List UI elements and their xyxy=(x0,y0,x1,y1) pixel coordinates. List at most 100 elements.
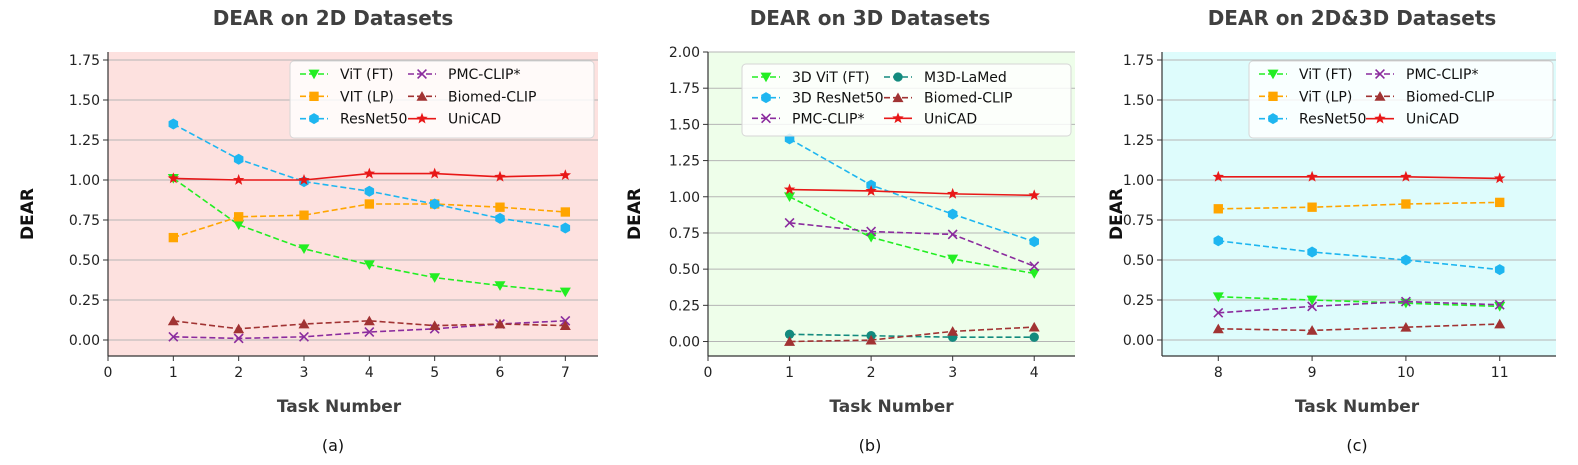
legend-label: Biomed-CLIP xyxy=(1406,89,1494,105)
legend-label: 3D ViT (FT) xyxy=(792,70,870,86)
x-tick-label: 1 xyxy=(785,365,794,381)
data-point-biomed-clip xyxy=(429,320,441,330)
y-axis-label: DEAR xyxy=(625,188,645,240)
data-point-biomed-clip xyxy=(363,315,375,326)
chart-panel-2: 0.00 0.25 0.50 0.75 1.00 1.25 1.50 1.75 2.00 0 1 2 3… xyxy=(625,6,1075,455)
x-tick-label: 2 xyxy=(234,365,243,381)
series-line-biomed-clip xyxy=(1218,323,1500,332)
legend-label: ViT (FT) xyxy=(340,67,393,83)
legend-item-unicad: UniCAD xyxy=(1366,112,1459,128)
y-tick-label: 1.50 xyxy=(69,93,100,109)
data-point-resnet50 xyxy=(495,212,505,224)
series-biomed-clip xyxy=(784,321,1040,346)
legend-marker xyxy=(1268,91,1278,102)
chart-panel-1: 0.00 0.25 0.50 0.75 1.00 1.25 1.50 1.75 0 1 2 3 4 5 6 7… xyxy=(18,6,598,455)
x-tick-label: 1 xyxy=(169,365,178,381)
legend-marker xyxy=(309,113,319,125)
legend-item-pmc-clip: PMC-CLIP* xyxy=(408,67,521,83)
data-point-3d-vit-ft xyxy=(1028,269,1040,279)
data-point-pmc-clip xyxy=(1400,296,1411,307)
x-tick-label: 9 xyxy=(1308,365,1317,381)
data-point-pmc-clip xyxy=(168,331,179,342)
data-point-pmc-clip xyxy=(233,333,244,344)
legend-item-unicad: UniCAD xyxy=(884,111,977,127)
series-3d-vit-ft xyxy=(784,192,1040,279)
legend-item-vit-ft: ViT (FT) xyxy=(1259,67,1352,83)
legend-label: VIT (LP) xyxy=(340,89,394,105)
y-tick-label: 1.75 xyxy=(1123,53,1154,69)
data-point-biomed-clip xyxy=(1400,321,1412,332)
x-tick-label: 7 xyxy=(561,365,570,381)
series-pmc-clip xyxy=(1213,296,1505,318)
y-tick-label: 0.25 xyxy=(69,293,100,309)
data-point-resnet50 xyxy=(1213,235,1224,247)
legend-marker xyxy=(1374,91,1386,101)
data-point-pmc-clip xyxy=(364,327,375,337)
legend-item-vit-ft: ViT (FT) xyxy=(300,67,393,83)
data-point-resnet50 xyxy=(429,198,440,210)
legend: 3D ViT (FT) 3D ResNet50 PMC-CLIP* M3D-LaMed… xyxy=(741,63,1072,137)
data-point-3d-resnet50 xyxy=(1029,236,1039,248)
data-point-pmc-clip xyxy=(299,331,309,342)
series-line-3d-vit-ft xyxy=(789,196,1035,275)
data-point-vit-ft xyxy=(233,220,245,231)
legend-marker xyxy=(416,91,428,101)
data-point-pmc-clip xyxy=(947,229,958,240)
data-point-unicad xyxy=(1212,170,1224,182)
data-point-vit-lp xyxy=(495,202,505,212)
data-point-unicad xyxy=(559,169,572,181)
data-point-resnet50 xyxy=(233,153,244,165)
legend-marker xyxy=(1268,113,1278,125)
series-vit-lp xyxy=(1213,197,1505,214)
data-point-biomed-clip xyxy=(494,318,506,329)
data-point-biomed-clip xyxy=(947,326,959,336)
data-point-unicad xyxy=(1494,172,1506,184)
x-tick-label: 4 xyxy=(365,365,374,381)
legend-marker xyxy=(1375,69,1385,79)
data-point-unicad xyxy=(428,167,441,179)
y-tick-label: 0.75 xyxy=(69,213,100,229)
series-line-resnet50 xyxy=(1218,240,1500,271)
y-tick-label: 1.25 xyxy=(669,154,700,170)
data-point-resnet50 xyxy=(1307,246,1317,258)
data-point-vit-lp xyxy=(1307,202,1317,212)
legend: ViT (FT) VIT (LP) ResNet50 PMC-CLIP* Biomed-… xyxy=(289,60,595,139)
legend-marker xyxy=(892,112,904,124)
data-point-vit-lp xyxy=(1495,197,1505,208)
series-biomed-clip xyxy=(167,315,571,334)
y-tick-label: 1.00 xyxy=(69,173,100,189)
series-line-vit-lp xyxy=(1218,201,1500,210)
legend-item-biomed-clip: Biomed-CLIP xyxy=(884,91,1012,107)
data-point-unicad xyxy=(946,187,959,199)
chart-title: DEAR on 3D Datasets xyxy=(750,6,991,30)
legend-label: PMC-CLIP* xyxy=(792,111,865,127)
panel-caption: (c) xyxy=(1346,436,1367,455)
data-point-vit-ft xyxy=(494,281,506,291)
legend-box xyxy=(741,63,1072,137)
y-tick-label: 2.00 xyxy=(669,45,700,61)
data-point-unicad xyxy=(865,184,877,196)
y-tick-label: 0.75 xyxy=(669,226,700,242)
series-unicad xyxy=(783,183,1040,201)
data-point-biomed-clip xyxy=(233,323,245,334)
y-tick-label: 0.50 xyxy=(69,253,100,269)
data-point-resnet50 xyxy=(560,222,571,234)
data-point-unicad xyxy=(1028,189,1040,201)
x-tick-label: 6 xyxy=(496,365,505,381)
legend-item-biomed-clip: Biomed-CLIP xyxy=(1366,89,1494,105)
legend: ViT (FT) ViT (LP) ResNet50 PMC-CLIP* Biomed-… xyxy=(1248,60,1554,139)
series-resnet50 xyxy=(1213,235,1505,276)
x-tick-label: 10 xyxy=(1397,365,1415,381)
legend-label: ResNet50 xyxy=(340,112,407,128)
x-tick-label: 3 xyxy=(948,365,957,381)
series-line-pmc-clip xyxy=(1218,300,1500,314)
legend-item-vit-lp: VIT (LP) xyxy=(300,89,394,105)
series-line-biomed-clip xyxy=(789,326,1035,343)
y-tick-label: 1.25 xyxy=(1123,133,1154,149)
legend-marker xyxy=(417,69,427,79)
data-point-unicad xyxy=(167,172,180,184)
y-tick-label: 0.00 xyxy=(669,335,700,351)
legend-label: UniCAD xyxy=(924,111,977,127)
data-point-3d-vit-ft xyxy=(947,254,959,265)
data-point-unicad xyxy=(1306,170,1318,182)
